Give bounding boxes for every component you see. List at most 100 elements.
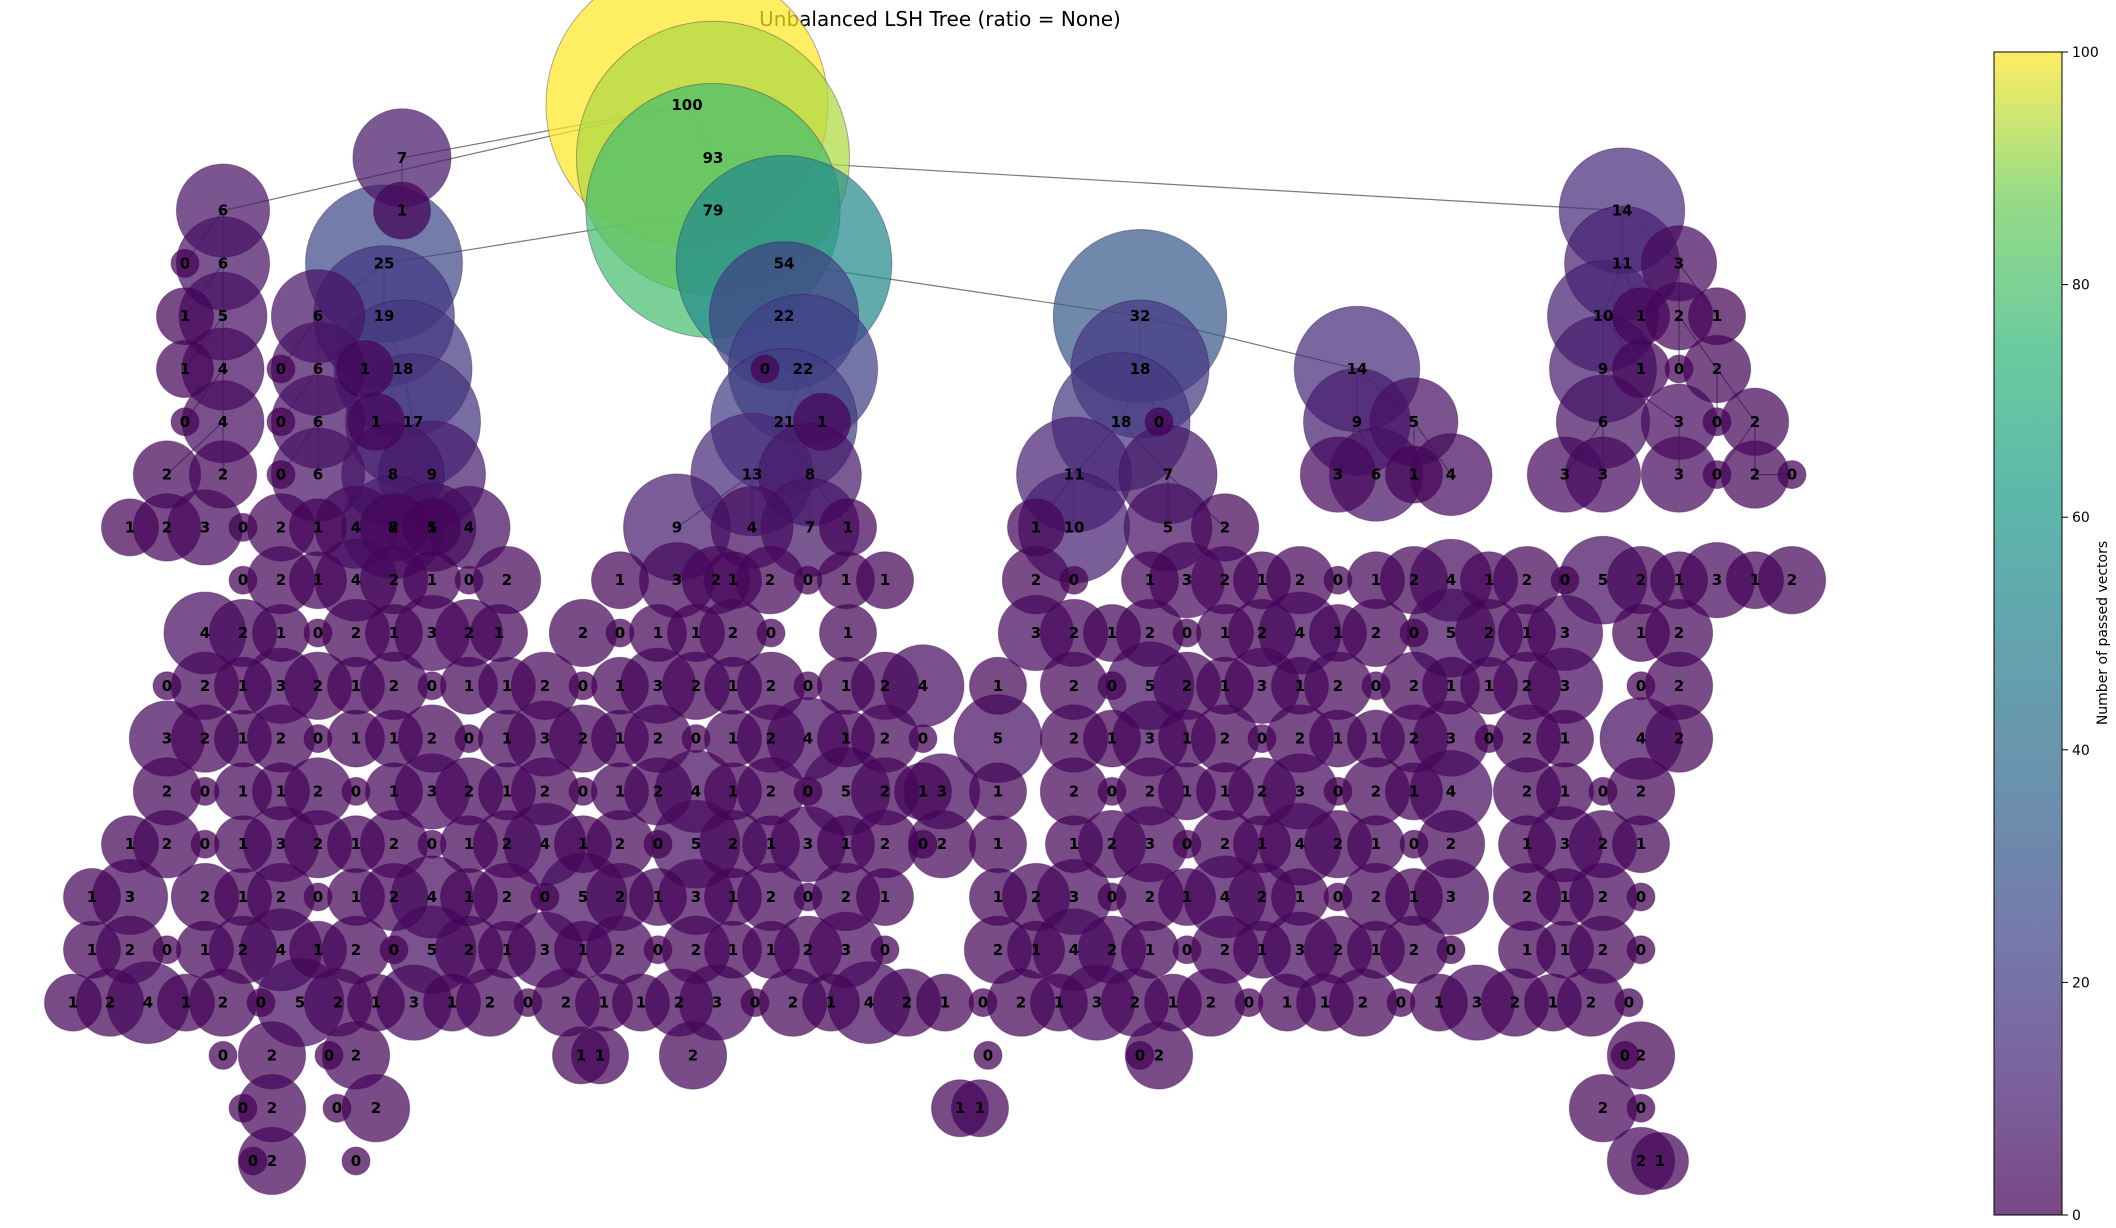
node-count-label: 2 (728, 835, 738, 853)
tree-node (1399, 829, 1429, 859)
tree-node (1323, 565, 1353, 595)
node-count-label: 2 (993, 941, 1003, 959)
node-count-label: 0 (1409, 624, 1419, 642)
tree-node (190, 829, 220, 859)
tree-node (1385, 868, 1443, 926)
tree-node (289, 920, 347, 979)
node-count-label: 3 (1560, 677, 1570, 695)
node-count-label: 2 (464, 624, 474, 642)
node-count-label: 1 (1295, 888, 1305, 906)
node-count-label: 1 (880, 571, 890, 589)
node-count-label: 7 (805, 518, 815, 536)
node-count-label: 6 (1371, 466, 1381, 484)
tree-node (704, 762, 762, 821)
node-count-label: 1 (1409, 888, 1419, 906)
node-count-label: 3 (1145, 730, 1155, 748)
node-count-label: 3 (125, 888, 135, 906)
node-count-label: 18 (1111, 413, 1132, 431)
node-count-label: 2 (351, 941, 361, 959)
node-count-label: 1 (464, 888, 474, 906)
tree-node (969, 868, 1027, 926)
node-count-label: 1 (238, 677, 248, 695)
node-count-label: 2 (880, 677, 890, 695)
node-count-label: 2 (1295, 571, 1305, 589)
node-count-label: 1 (1484, 677, 1494, 695)
node-count-label: 1 (502, 677, 512, 695)
tree-node (101, 815, 159, 874)
tree-node (238, 1146, 268, 1176)
tree-node (1688, 287, 1746, 346)
node-count-label: 3 (1560, 835, 1570, 853)
tree-node (1361, 671, 1391, 701)
node-count-label: 3 (200, 518, 210, 536)
node-count-label: 5 (841, 782, 851, 800)
node-count-label: 0 (256, 994, 266, 1012)
tree-node (793, 671, 823, 701)
tree-node (478, 920, 536, 979)
tree-node (908, 724, 938, 754)
tree-node (1498, 815, 1556, 874)
node-count-label: 0 (1244, 994, 1254, 1012)
node-count-label: 0 (540, 888, 550, 906)
node-count-label: 1 (313, 571, 323, 589)
node-count-label: 2 (1522, 782, 1532, 800)
node-count-label: 17 (403, 413, 424, 431)
node-count-label: 18 (393, 360, 414, 378)
node-count-label: 0 (1712, 466, 1722, 484)
tree-node (1498, 604, 1556, 662)
node-count-label: 13 (742, 466, 763, 484)
tree-node (667, 604, 725, 662)
tree-node (1626, 882, 1656, 912)
node-count-label: 2 (351, 624, 361, 642)
tree-node (1234, 988, 1264, 1018)
node-count-label: 0 (803, 888, 813, 906)
node-count-label: 3 (1674, 413, 1684, 431)
node-count-label: 0 (1371, 677, 1381, 695)
node-count-label: 1 (1712, 307, 1722, 325)
node-count-label: 0 (1674, 360, 1684, 378)
node-count-label: 1 (397, 202, 407, 220)
node-count-label: 4 (1636, 730, 1646, 748)
node-count-label: 2 (200, 677, 210, 695)
tree-node (1614, 988, 1644, 1018)
node-count-label: 1 (125, 518, 135, 536)
tree-node (1296, 973, 1354, 1032)
tree-node (246, 988, 276, 1018)
node-count-label: 0 (200, 835, 210, 853)
tree-node (568, 671, 598, 701)
node-count-label: 1 (653, 888, 663, 906)
node-count-label: 2 (1145, 624, 1155, 642)
node-count-label: 1 (371, 994, 381, 1012)
node-count-label: 1 (1069, 835, 1079, 853)
node-count-label: 4 (1069, 941, 1079, 959)
node-count-label: 2 (389, 835, 399, 853)
node-count-label: 1 (615, 782, 625, 800)
node-count-label: 1 (181, 994, 191, 1012)
node-count-label: 2 (540, 782, 550, 800)
node-count-label: 6 (313, 360, 323, 378)
node-count-label: 79 (703, 202, 724, 220)
node-count-label: 1 (389, 730, 399, 748)
node-count-label: 22 (774, 307, 795, 325)
node-count-label: 2 (1358, 994, 1368, 1012)
node-count-label: 0 (276, 413, 286, 431)
node-count-label: 3 (1674, 254, 1684, 272)
node-count-label: 1 (427, 571, 437, 589)
node-count-label: 2 (1446, 835, 1456, 853)
tree-node (554, 920, 612, 979)
node-count-label: 2 (1069, 624, 1079, 642)
tree-node (303, 882, 333, 912)
node-count-label: 5 (1145, 677, 1155, 695)
tree-node (681, 724, 711, 754)
node-count-label: 1 (1257, 941, 1267, 959)
tree-node (266, 460, 296, 490)
node-count-label: 3 (1295, 941, 1305, 959)
node-count-label: 2 (1031, 888, 1041, 906)
node-count-label: 1 (238, 730, 248, 748)
node-count-label: 3 (1031, 624, 1041, 642)
node-count-label: 3 (1472, 994, 1482, 1012)
node-count-label: 0 (200, 782, 210, 800)
tree-node (379, 935, 409, 965)
tree-node (214, 868, 272, 926)
